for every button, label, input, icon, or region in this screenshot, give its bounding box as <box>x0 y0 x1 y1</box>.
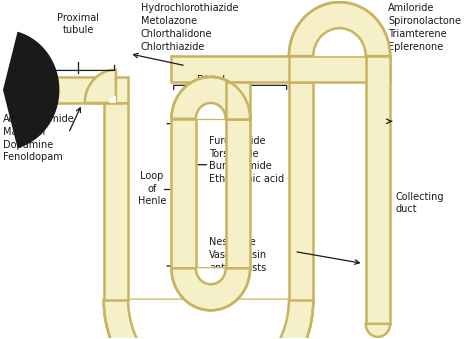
Wedge shape <box>104 300 313 339</box>
Bar <box>172 119 196 268</box>
Text: Collecting
duct: Collecting duct <box>395 192 444 215</box>
Text: Loop
of
Henle: Loop of Henle <box>138 172 166 206</box>
Text: Distal
tubule: Distal tubule <box>195 76 227 98</box>
Wedge shape <box>172 77 250 119</box>
Text: Proximal
tubule: Proximal tubule <box>57 13 100 35</box>
Wedge shape <box>289 2 390 56</box>
Bar <box>41 77 128 103</box>
Text: Hydrochlorothiazide
Metolazone
Chlorthalidone
Chlorthiazide: Hydrochlorothiazide Metolazone Chlorthal… <box>141 3 238 52</box>
Bar <box>226 119 250 268</box>
Wedge shape <box>196 103 226 119</box>
Bar <box>289 56 390 82</box>
Bar <box>172 56 313 82</box>
Wedge shape <box>313 28 366 56</box>
Wedge shape <box>128 300 289 339</box>
Text: Acetazolamide
Mannitol
Dopamine
Fenoldopam: Acetazolamide Mannitol Dopamine Fenoldop… <box>3 114 75 162</box>
Bar <box>104 103 128 300</box>
Bar <box>366 56 390 324</box>
Wedge shape <box>109 96 116 103</box>
Wedge shape <box>196 268 226 284</box>
Wedge shape <box>172 268 250 310</box>
Wedge shape <box>3 32 59 148</box>
Bar <box>289 56 313 300</box>
Text: Nesiritide
Vasopressin
antagonists: Nesiritide Vasopressin antagonists <box>210 237 267 273</box>
Wedge shape <box>366 324 390 337</box>
Bar <box>226 82 250 119</box>
Text: Amiloride
Spironolactone
Triamterene
Eplerenone: Amiloride Spironolactone Triamterene Epl… <box>388 3 461 52</box>
Wedge shape <box>85 69 116 103</box>
Text: Furosemide
Torsemide
Bumetamide
Ethacrynic acid: Furosemide Torsemide Bumetamide Ethacryn… <box>210 136 284 184</box>
